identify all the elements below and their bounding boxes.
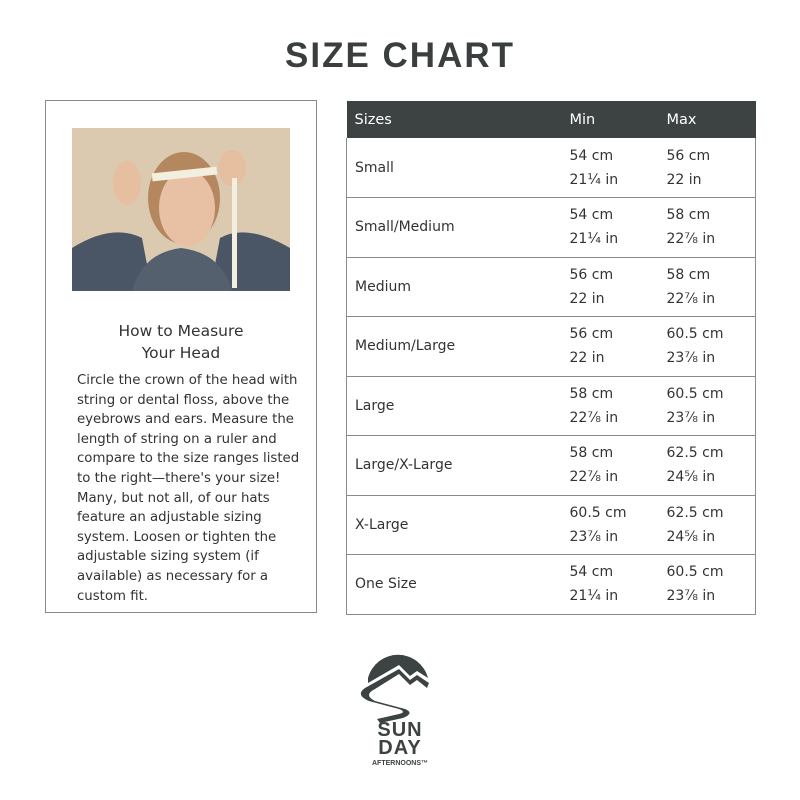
min-cell: 60.5 cm 23⅞ in — [561, 495, 659, 555]
min-cm: 58 cm — [569, 385, 614, 402]
size-name: Large/X-Large — [346, 435, 562, 496]
max-cm: 60.5 cm — [666, 385, 724, 402]
min-cm: 54 cm — [569, 564, 614, 581]
max-cm: 60.5 cm — [666, 564, 724, 581]
min-in: 22⅞ in — [569, 469, 619, 486]
size-table: Sizes Min Max Small 54 cm 21¼ in 56 cm 22 in… — [346, 101, 756, 615]
size-name: Small — [346, 138, 562, 198]
min-cell: 58 cm 22⅞ in — [561, 376, 659, 436]
page-title: SIZE CHART — [285, 36, 515, 75]
min-in: 21¼ in — [569, 231, 619, 248]
table-row: Medium 56 cm 22 in 58 cm 22⅞ in — [346, 257, 756, 317]
min-cell: 54 cm 21¼ in — [561, 138, 659, 198]
max-cell: 62.5 cm 24⅝ in — [658, 495, 756, 555]
svg-text:DAY: DAY — [378, 737, 421, 759]
max-cm: 58 cm — [666, 207, 711, 224]
measure-guide-panel: How to Measure Your Head Circle the crow… — [45, 100, 317, 613]
size-name: Medium/Large — [346, 316, 562, 377]
max-cell: 60.5 cm 23⅞ in — [658, 554, 756, 615]
guide-heading-line2: Your Head — [141, 344, 221, 362]
max-in: 22⅞ in — [666, 290, 716, 307]
table-header-row: Sizes Min Max — [346, 101, 756, 138]
max-in: 23⅞ in — [666, 350, 716, 367]
table-row: Large 58 cm 22⅞ in 60.5 cm 23⅞ in — [346, 376, 756, 436]
max-cell: 58 cm 22⅞ in — [658, 257, 756, 317]
min-cm: 56 cm — [569, 266, 614, 283]
measuring-head-photo — [72, 128, 290, 291]
guide-heading-line1: How to Measure — [118, 322, 244, 340]
max-cm: 58 cm — [666, 266, 711, 283]
size-name: One Size — [346, 554, 562, 615]
max-in: 24⅝ in — [666, 469, 716, 486]
table-row: One Size 54 cm 21¼ in 60.5 cm 23⅞ in — [346, 554, 756, 615]
min-cell: 56 cm 22 in — [561, 257, 659, 317]
max-cell: 58 cm 22⅞ in — [658, 197, 756, 258]
svg-text:AFTERNOONS™: AFTERNOONS™ — [372, 760, 428, 767]
max-in: 23⅞ in — [666, 409, 716, 426]
header-min: Min — [561, 101, 659, 138]
table-row: Large/X-Large 58 cm 22⅞ in 62.5 cm 24⅝ in — [346, 435, 756, 496]
max-cell: 62.5 cm 24⅝ in — [658, 435, 756, 496]
max-cm: 62.5 cm — [666, 504, 724, 521]
min-cm: 58 cm — [569, 445, 614, 462]
min-cm: 54 cm — [569, 207, 614, 224]
size-name: Large — [346, 376, 562, 436]
max-cm: 62.5 cm — [666, 445, 724, 462]
min-in: 22⅞ in — [569, 409, 619, 426]
guide-description: Circle the crown of the head with string… — [77, 373, 300, 604]
max-cm: 56 cm — [666, 147, 711, 164]
max-in: 24⅝ in — [666, 528, 716, 545]
min-in: 22 in — [569, 350, 605, 367]
header-sizes: Sizes — [346, 101, 562, 138]
min-in: 23⅞ in — [569, 528, 619, 545]
guide-heading: How to Measure Your Head — [46, 320, 316, 364]
table-row: Medium/Large 56 cm 22 in 60.5 cm 23⅞ in — [346, 316, 756, 377]
min-in: 21¼ in — [569, 588, 619, 605]
table-row: X-Large 60.5 cm 23⅞ in 62.5 cm 24⅝ in — [346, 495, 756, 555]
min-cm: 54 cm — [569, 147, 614, 164]
table-row: Small/Medium 54 cm 21¼ in 58 cm 22⅞ in — [346, 197, 756, 258]
sunday-afternoons-logo: SUN DAY AFTERNOONS™ — [355, 643, 445, 768]
size-name: X-Large — [346, 495, 562, 555]
min-cell: 54 cm 21¼ in — [561, 554, 659, 615]
min-cell: 54 cm 21¼ in — [561, 197, 659, 258]
min-cm: 60.5 cm — [569, 504, 627, 521]
min-cm: 56 cm — [569, 326, 614, 343]
svg-text:SUN: SUN — [377, 719, 422, 741]
min-cell: 56 cm 22 in — [561, 316, 659, 377]
min-in: 21¼ in — [569, 171, 619, 188]
max-in: 22 in — [666, 171, 702, 188]
max-in: 22⅞ in — [666, 231, 716, 248]
max-cell: 56 cm 22 in — [658, 138, 756, 198]
min-in: 22 in — [569, 290, 605, 307]
min-cell: 58 cm 22⅞ in — [561, 435, 659, 496]
size-name: Medium — [346, 257, 562, 317]
table-row: Small 54 cm 21¼ in 56 cm 22 in — [346, 138, 756, 198]
max-cell: 60.5 cm 23⅞ in — [658, 316, 756, 377]
max-cm: 60.5 cm — [666, 326, 724, 343]
size-name: Small/Medium — [346, 197, 562, 258]
header-max: Max — [658, 101, 756, 138]
max-in: 23⅞ in — [666, 588, 716, 605]
max-cell: 60.5 cm 23⅞ in — [658, 376, 756, 436]
